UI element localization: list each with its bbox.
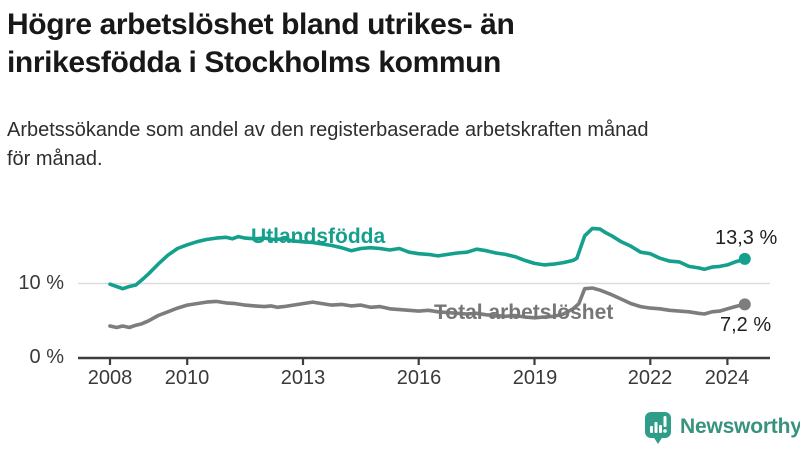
- x-axis-label-2022: 2022: [627, 367, 673, 389]
- title-line-1: Högre arbetslöshet bland utrikes- än: [7, 8, 515, 41]
- newsworthy-logo[interactable]: Newsworthy: [644, 411, 800, 445]
- value-label-utlandsfodda: 13,3 %: [715, 227, 778, 249]
- value-label-total-arbetsloshet: 7,2 %: [720, 314, 772, 336]
- y-axis-label-10: 10 %: [18, 272, 64, 294]
- subtitle-line-2: för månad.: [7, 148, 103, 170]
- x-axis-label-2013: 2013: [280, 367, 326, 389]
- newsworthy-logo-text: Newsworthy: [680, 415, 800, 438]
- chart-subtitle: Arbetssökande som andel av den registerb…: [7, 116, 649, 174]
- title-line-2: inrikesfödda i Stockholms kommun: [7, 46, 501, 79]
- series-label-utlandsfodda: Utlandsfödda: [251, 225, 386, 248]
- y-axis-label-0: 0 %: [29, 346, 64, 368]
- subtitle-line-1: Arbetssökande som andel av den registerb…: [7, 119, 649, 141]
- x-axis-label-2019: 2019: [512, 367, 558, 389]
- series-label-total-arbetsloshet: Total arbetslöshet: [434, 301, 614, 324]
- x-axis-label-2010: 2010: [164, 367, 210, 389]
- speech-bubble-bar-chart-icon: [645, 412, 671, 444]
- x-axis-label-2016: 2016: [396, 367, 442, 389]
- x-axis-label-2008: 2008: [87, 367, 133, 389]
- x-axis-label-2024: 2024: [704, 367, 750, 389]
- page-title: Högre arbetslöshet bland utrikes- än inr…: [7, 6, 515, 82]
